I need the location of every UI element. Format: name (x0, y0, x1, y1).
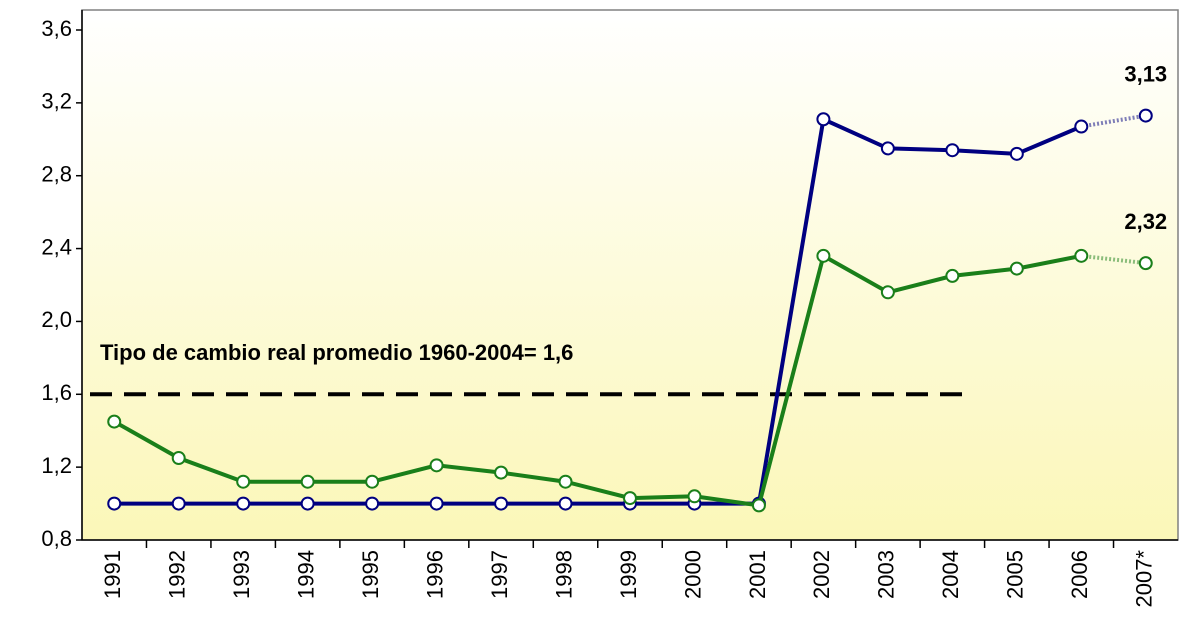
marker (365, 474, 380, 489)
marker (945, 143, 960, 158)
marker (365, 496, 380, 511)
x-tick-label: 1992 (165, 550, 190, 599)
x-tick-label: 2007* (1132, 550, 1157, 608)
x-tick-label: 1998 (551, 550, 576, 599)
y-tick-label: 0,8 (41, 526, 72, 551)
marker (1074, 119, 1089, 134)
marker (494, 496, 509, 511)
y-tick-label: 2,8 (41, 162, 72, 187)
x-tick-label: 1997 (487, 550, 512, 599)
y-tick-label: 1,6 (41, 380, 72, 405)
x-tick-label: 2002 (809, 550, 834, 599)
x-tick-label: 2006 (1067, 550, 1092, 599)
x-tick-label: 1999 (616, 550, 641, 599)
marker (236, 496, 251, 511)
series-line (113, 252, 1082, 508)
marker (1138, 256, 1153, 271)
marker (1009, 261, 1024, 276)
marker (494, 465, 509, 480)
marker (816, 112, 831, 127)
x-tick-label: 1993 (229, 550, 254, 599)
marker (107, 496, 122, 511)
x-tick-label: 2005 (1003, 550, 1028, 599)
marker (429, 458, 444, 473)
marker (171, 496, 186, 511)
marker (945, 268, 960, 283)
projected-line (1080, 113, 1147, 129)
x-tick-label: 1996 (422, 550, 447, 599)
marker (816, 248, 831, 263)
data-label: 2,32 (1124, 209, 1167, 234)
marker (1074, 248, 1089, 263)
x-tick-label: 2000 (680, 550, 705, 599)
x-tick-label: 1991 (100, 550, 125, 599)
x-tick-label: 2001 (745, 550, 770, 599)
y-tick-label: 3,2 (41, 89, 72, 114)
x-tick-label: 2004 (938, 550, 963, 599)
marker (751, 498, 766, 513)
series-line (114, 116, 1083, 506)
marker (880, 285, 895, 300)
x-tick-label: 1995 (358, 550, 383, 599)
annotation: Tipo de cambio real promedio 1960-2004= … (100, 340, 573, 365)
marker (107, 414, 122, 429)
marker (880, 141, 895, 156)
y-tick-label: 2,4 (41, 234, 72, 259)
marker (236, 474, 251, 489)
x-tick-label: 2003 (874, 550, 899, 599)
data-label: 3,13 (1124, 61, 1167, 86)
marker (558, 474, 573, 489)
marker (171, 451, 186, 466)
marker (687, 489, 702, 504)
plot-area (81, 9, 1179, 541)
y-tick-label: 1,2 (41, 453, 72, 478)
y-tick-label: 3,6 (41, 16, 72, 41)
marker (429, 496, 444, 511)
y-tick-label: 2,0 (41, 307, 72, 332)
x-tick-label: 1994 (293, 550, 318, 599)
marker (623, 491, 637, 506)
marker (1009, 146, 1024, 161)
marker (300, 496, 315, 511)
marker (300, 474, 315, 489)
marker (1138, 108, 1153, 123)
marker (558, 496, 573, 511)
projected-line (1081, 253, 1146, 266)
